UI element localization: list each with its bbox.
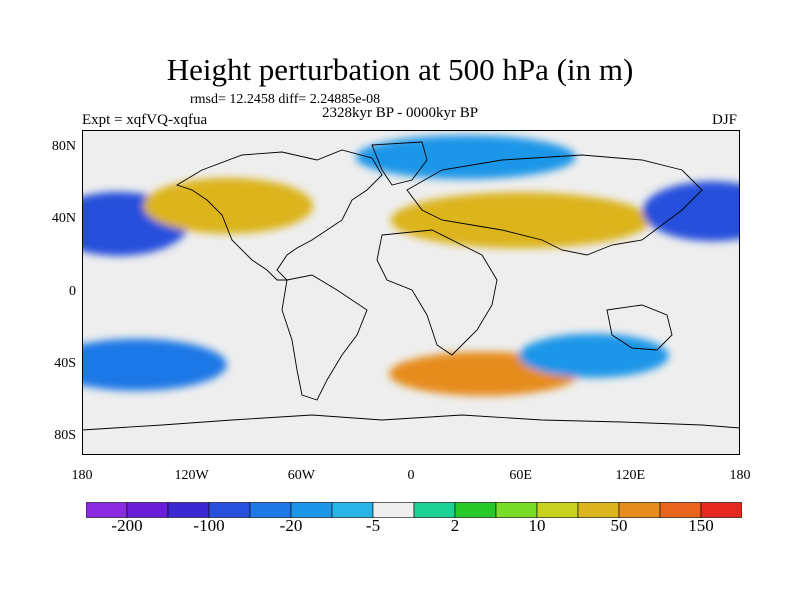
lon-tick-label: 60W <box>287 468 315 483</box>
field-region-southern-indian-low <box>518 333 669 378</box>
lat-tick-label: 40S <box>54 355 76 371</box>
lon-tick-label: 180 <box>729 468 751 483</box>
map-panel <box>82 130 740 455</box>
lat-tick-label: 80S <box>54 427 76 443</box>
field-region-south-pacific-low <box>82 338 227 391</box>
contour-field <box>82 130 740 455</box>
season-label: DJF <box>712 112 738 128</box>
lon-tick-label: 0 <box>407 468 415 483</box>
colorbar-label: -5 <box>365 516 381 535</box>
colorbar-label: 2 <box>450 516 460 535</box>
lat-tick-label: 0 <box>69 283 76 299</box>
lat-tick-label: 80N <box>51 139 76 155</box>
experiment-label: Expt = xqfVQ-xqfua <box>82 112 208 128</box>
colorbar <box>86 502 742 518</box>
colorbar-swatch <box>700 502 742 518</box>
lon-tick-label: 120W <box>174 468 209 483</box>
colorbar-label: -20 <box>279 516 303 535</box>
field-region-arctic-atlantic-low <box>355 135 576 180</box>
field-region-west-pacific-low <box>642 181 740 242</box>
colorbar-label: 150 <box>688 516 714 535</box>
field-background <box>82 130 740 455</box>
field-region-eurasia-high <box>390 192 651 249</box>
coastlines <box>82 141 740 431</box>
map-title: Height perturbation at 500 hPa (in m) <box>166 52 634 87</box>
field-region-north-america-high <box>143 177 314 234</box>
lon-tick-label: 120E <box>615 468 646 483</box>
map-border <box>82 130 740 455</box>
period-text: 2328kyr BP - 0000kyr BP <box>322 105 479 121</box>
colorbar-label: 50 <box>610 516 628 535</box>
colorbar-label: -100 <box>193 516 225 535</box>
colorbar-label: -200 <box>111 516 143 535</box>
stats-text: rmsd= 12.2458 diff= 2.24885e-08 <box>190 92 381 107</box>
colorbar-label: 10 <box>528 516 546 535</box>
lat-tick-label: 40N <box>51 211 76 227</box>
lon-tick-label: 60E <box>509 468 532 483</box>
lon-tick-label: 180 <box>71 468 93 483</box>
